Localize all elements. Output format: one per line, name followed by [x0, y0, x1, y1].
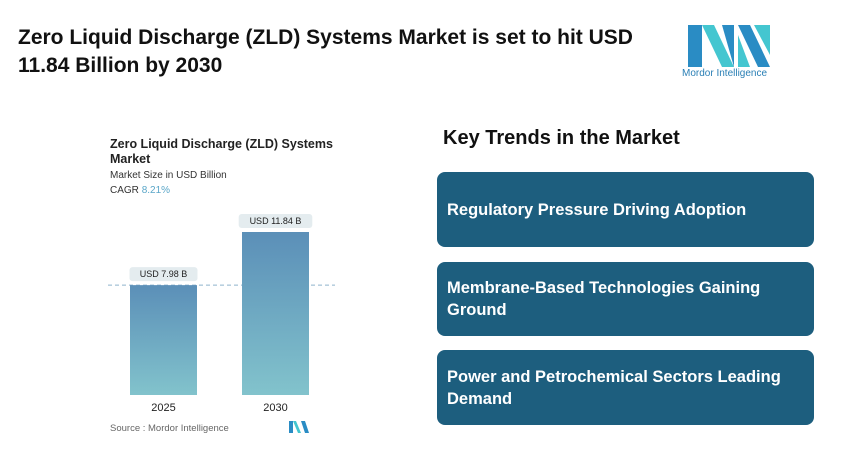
key-trends-title: Key Trends in the Market — [443, 127, 680, 149]
logo-text: Mordor Intelligence — [682, 68, 768, 79]
data-label: USD 11.84 B — [250, 216, 302, 226]
x-tick-label: 2025 — [151, 402, 175, 414]
bar-chart: USD 7.98 B 2025 USD 11.84 B 2030 — [108, 214, 335, 414]
trend-text: Membrane-Based Technologies Gaining Grou… — [447, 279, 761, 319]
cagr-label: CAGR — [110, 185, 139, 196]
chart-subtitle: Market Size in USD Billion — [110, 170, 227, 181]
trend-text: Power and Petrochemical Sectors Leading … — [447, 367, 781, 408]
source-logo-icon — [289, 421, 309, 433]
cagr-value: 8.21% — [141, 185, 171, 196]
cagr: CAGR 8.21% — [110, 185, 170, 196]
chart-title: Zero Liquid Discharge (ZLD) Systems Mark… — [110, 137, 333, 166]
chart-source: Source : Mordor Intelligence — [110, 423, 229, 434]
x-tick-label: 2030 — [263, 402, 287, 414]
data-label-bg — [129, 267, 198, 282]
data-label-bg — [238, 214, 313, 228]
data-label: USD 7.98 B — [140, 269, 188, 279]
trend-card: Membrane-Based Technologies Gaining Grou… — [437, 262, 814, 336]
page-title: Zero Liquid Discharge (ZLD) Systems Mark… — [18, 26, 633, 77]
bar-2025 — [130, 285, 197, 395]
mordor-logo-icon — [688, 25, 770, 67]
bar-2030 — [242, 232, 309, 395]
trend-text: Regulatory Pressure Driving Adoption — [447, 200, 747, 219]
trend-card: Regulatory Pressure Driving Adoption — [437, 172, 814, 247]
trend-card: Power and Petrochemical Sectors Leading … — [437, 350, 814, 425]
